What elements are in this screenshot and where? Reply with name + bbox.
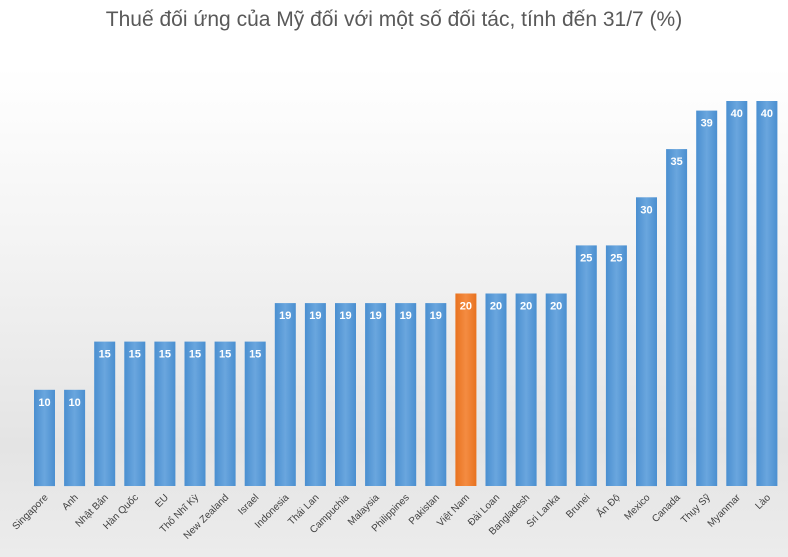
category-label-19: Brunei (564, 492, 592, 520)
bar-25 (756, 101, 778, 486)
chart-title: Thuế đối ứng của Mỹ đối với một số đối t… (105, 8, 683, 31)
bar-10 (304, 303, 326, 486)
bar-8 (244, 341, 266, 486)
value-label-21: 30 (640, 204, 652, 216)
value-label-25: 40 (761, 108, 773, 120)
category-label-5: EU (153, 492, 171, 510)
bar-1 (34, 389, 55, 487)
bar-6 (184, 341, 206, 486)
bar-18 (545, 293, 567, 486)
bar-15 (455, 293, 477, 486)
bar-14 (425, 303, 447, 486)
category-label-15: Việt Nam (435, 492, 472, 529)
value-label-1: 10 (38, 397, 50, 409)
bar-24 (726, 101, 748, 486)
value-label-18: 20 (550, 301, 562, 313)
value-label-4: 15 (129, 349, 141, 361)
value-label-3: 15 (99, 349, 111, 361)
value-label-15: 20 (460, 301, 472, 313)
value-label-23: 39 (701, 118, 713, 130)
bar-16 (485, 293, 507, 486)
value-label-24: 40 (731, 108, 743, 120)
bar-22 (666, 149, 688, 486)
value-label-13: 19 (400, 310, 412, 322)
bar-13 (395, 303, 417, 486)
bar-7 (214, 341, 236, 486)
value-label-7: 15 (219, 349, 231, 361)
value-label-20: 25 (610, 252, 622, 264)
bar-21 (636, 197, 657, 487)
value-label-16: 20 (490, 301, 502, 313)
value-label-9: 19 (279, 310, 291, 322)
category-label-20: Ấn Độ (594, 491, 623, 520)
value-label-6: 15 (189, 349, 201, 361)
category-label-8: Israel (236, 492, 261, 517)
value-label-8: 15 (249, 349, 261, 361)
category-label-21: Mexico (622, 492, 652, 522)
bar-3 (94, 341, 116, 486)
category-label-22: Canada (650, 492, 683, 525)
bar-2 (64, 389, 86, 487)
category-label-2: Anh (60, 492, 80, 512)
bar-23 (696, 110, 718, 486)
category-label-24: Myanmar (706, 492, 744, 530)
category-label-25: Lào (753, 492, 773, 512)
bar-20 (605, 245, 627, 486)
category-label-1: Singapore (11, 492, 51, 532)
value-label-19: 25 (580, 252, 592, 264)
value-label-5: 15 (159, 349, 171, 361)
value-label-17: 20 (520, 301, 532, 313)
bar-4 (124, 341, 146, 486)
value-label-22: 35 (670, 156, 682, 168)
value-label-14: 19 (430, 310, 442, 322)
bar-12 (365, 303, 387, 486)
value-label-2: 10 (68, 397, 80, 409)
bar-5 (154, 341, 176, 486)
bar-17 (515, 293, 537, 486)
bar-19 (575, 245, 597, 486)
value-label-11: 19 (339, 310, 351, 322)
bar-11 (335, 303, 356, 486)
category-label-18: Sri Lanka (525, 492, 563, 530)
value-label-10: 19 (309, 310, 321, 322)
bar-9 (274, 303, 296, 486)
value-label-12: 19 (369, 310, 381, 322)
